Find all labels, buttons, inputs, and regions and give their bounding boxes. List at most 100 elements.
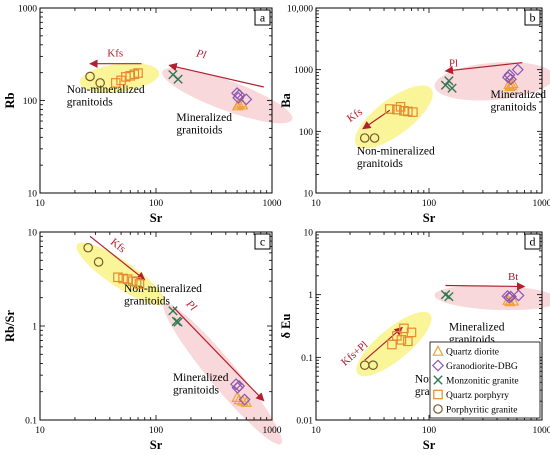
- data-point: [133, 68, 143, 78]
- data-point: [385, 104, 395, 114]
- data-point: [440, 80, 451, 90]
- legend-label: Monzonitic granite: [446, 377, 519, 387]
- x-tick-label: 100: [149, 426, 164, 436]
- data-point: [368, 360, 378, 370]
- data-point: [504, 73, 517, 86]
- y-axis-label: Ba: [279, 92, 293, 107]
- legend-marker: [433, 404, 443, 414]
- data-point: [233, 379, 246, 393]
- data-point: [240, 93, 253, 106]
- trend-arrow: [172, 306, 265, 402]
- y-tick-label: 10,000: [287, 5, 313, 15]
- data-point: [507, 77, 519, 89]
- data-point: [447, 83, 457, 93]
- series-monzonitic-granite: [440, 289, 454, 302]
- data-point: [233, 88, 246, 101]
- series-granodiorite-dbg: [501, 289, 525, 304]
- data-point: [85, 71, 95, 82]
- trend-label: Bt: [508, 271, 518, 283]
- panel-label-box: [254, 233, 271, 250]
- series-granodiorite-dbg: [230, 378, 251, 406]
- group-label-line: Mineralized: [449, 321, 505, 333]
- group-label-line: Non-mineralized: [357, 146, 435, 158]
- legend-label: Quartz diorite: [446, 348, 499, 358]
- series-quartz-diorite: [503, 77, 519, 91]
- group-area-mineralized: [434, 285, 550, 311]
- series-porphyritic-granite: [83, 242, 104, 267]
- trend-label: Kfs: [345, 106, 365, 125]
- legend-marker: [431, 359, 445, 372]
- group-label-mineralized: Mineralized granitoids: [490, 89, 546, 114]
- group-label-line: Mineralized: [173, 372, 229, 384]
- y-tick-label: 10: [28, 190, 38, 200]
- series-granodiorite-dbg: [231, 87, 253, 106]
- trend-label: Pl: [449, 58, 458, 70]
- group-label-line: granitoids: [176, 125, 223, 137]
- data-point: [116, 75, 126, 86]
- y-tick-label: 1: [308, 291, 313, 301]
- trend-label: Pl: [194, 47, 207, 61]
- data-point: [504, 80, 516, 91]
- data-point: [173, 317, 183, 327]
- series-granodiorite-dbg: [501, 63, 524, 86]
- legend: Quartz diorite Granodiorite-DBG Monzonitic…: [429, 341, 541, 419]
- data-point: [113, 272, 123, 283]
- x-tick-label: 10: [311, 426, 321, 436]
- data-point: [173, 74, 183, 84]
- y-tick-label: 0.01: [296, 417, 313, 427]
- x-tick-label: 100: [422, 426, 437, 436]
- trend-arrow: [168, 62, 264, 88]
- x-tick-label: 100: [149, 199, 164, 209]
- panel-label-box: [524, 233, 541, 250]
- data-point: [512, 289, 525, 302]
- panel-label-box: [254, 9, 271, 26]
- data-point: [230, 378, 243, 391]
- trend-label: Pl: [183, 297, 199, 313]
- y-tick-label: 1000: [18, 5, 37, 15]
- x-tick-label: 1000: [263, 426, 282, 436]
- data-point: [238, 393, 251, 406]
- series-porphyritic-granite: [85, 71, 105, 88]
- group-area-non-mineralized: [79, 63, 160, 93]
- trend-arrow: [444, 62, 523, 75]
- data-point: [408, 107, 418, 117]
- data-point: [231, 391, 243, 402]
- group-area-mineralized: [163, 303, 282, 445]
- group-label-line: Non-mineralized: [67, 84, 145, 96]
- group-label-mineralized: Mineralized granitoids: [173, 372, 229, 397]
- group-label-line: granitoids: [124, 295, 171, 307]
- data-point: [134, 279, 145, 289]
- data-point: [444, 76, 454, 86]
- panel-b: 10 100 1000 10 100 1000 10,000 Sr Ba b Non-mineral…: [279, 5, 550, 225]
- x-axis-label: Sr: [150, 438, 163, 452]
- data-point: [403, 106, 413, 117]
- x-tick-label: 1000: [533, 199, 550, 209]
- y-axis-label: Rb/Sr: [3, 310, 17, 342]
- data-point: [95, 78, 105, 88]
- legend-label: Granodiorite-DBG: [446, 362, 518, 372]
- legend-box: [429, 341, 541, 419]
- trend-label: Kfs: [107, 47, 123, 59]
- trend-arrow: [364, 326, 403, 361]
- x-tick-label: 10: [35, 426, 45, 436]
- data-point: [359, 133, 370, 143]
- legend-marker: [433, 389, 443, 400]
- panel-label: c: [260, 235, 265, 249]
- data-point: [110, 78, 121, 88]
- y-tick-label: 100: [23, 97, 38, 107]
- series-quartz-porphyry: [113, 272, 145, 289]
- data-point: [387, 339, 397, 350]
- y-tick-label: 10: [304, 229, 314, 239]
- data-point: [503, 68, 516, 82]
- group-area-mineralized: [162, 67, 293, 124]
- x-axis-label: Sr: [423, 211, 436, 225]
- group-label-mineralized: Mineralized granitoids: [176, 112, 232, 137]
- data-point: [237, 98, 249, 110]
- group-label-line: granitoids: [357, 158, 404, 170]
- y-tick-label: 10: [304, 190, 314, 200]
